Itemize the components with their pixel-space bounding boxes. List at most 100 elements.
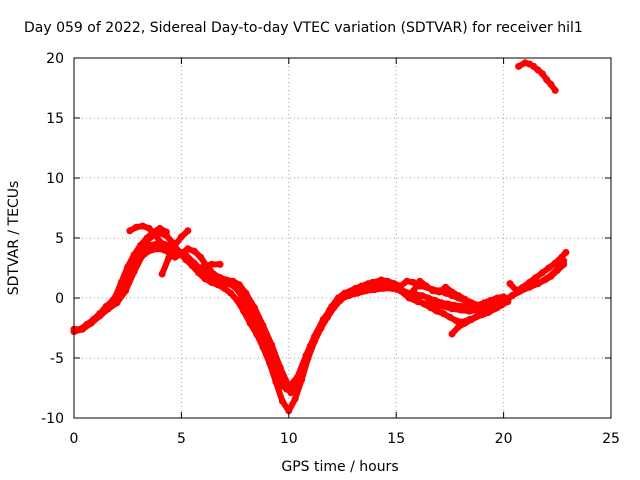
data-point (377, 276, 385, 284)
data-point (255, 317, 263, 325)
data-point (416, 277, 424, 285)
data-point (184, 245, 192, 253)
data-point (199, 263, 207, 271)
data-point (493, 294, 501, 302)
data-point (532, 274, 540, 282)
data-point (216, 274, 224, 282)
y-tick-label: 15 (46, 111, 64, 127)
data-point (442, 283, 450, 291)
data-point (210, 270, 218, 278)
data-point (158, 270, 166, 278)
data-point (515, 62, 523, 70)
data-point (448, 330, 456, 338)
data-point (139, 222, 147, 230)
data-point (319, 317, 327, 325)
data-point (448, 305, 456, 313)
data-point (306, 342, 314, 350)
data-point (268, 347, 276, 355)
data-point (390, 280, 398, 288)
data-point (455, 292, 462, 300)
data-point (246, 319, 254, 327)
x-axis-label: GPS time / hours (281, 459, 398, 475)
data-series (70, 59, 570, 415)
data-point (543, 76, 551, 84)
data-point (137, 241, 145, 249)
data-point (96, 312, 104, 320)
data-point (474, 306, 482, 314)
data-point (274, 365, 282, 373)
data-point (397, 282, 404, 290)
data-point (287, 389, 295, 397)
data-point (562, 248, 570, 256)
data-point (461, 295, 469, 303)
data-point (147, 241, 155, 249)
data-point (435, 288, 443, 296)
data-point (461, 319, 469, 327)
data-point (358, 282, 366, 290)
data-point (429, 287, 437, 295)
series-segment-e (105, 225, 170, 311)
data-point (448, 288, 456, 296)
data-point (500, 293, 508, 301)
data-point (240, 307, 248, 315)
data-point (182, 256, 190, 264)
data-point (414, 296, 422, 304)
data-point (242, 289, 250, 297)
data-point (433, 307, 441, 315)
data-point (508, 292, 516, 300)
data-point (313, 329, 321, 337)
data-point (177, 233, 185, 241)
data-point (401, 288, 409, 296)
data-point (233, 296, 241, 304)
data-point (111, 294, 119, 302)
chart-title: Day 059 of 2022, Sidereal Day-to-day VTE… (24, 20, 583, 36)
y-tick-label: -10 (41, 411, 64, 427)
data-point (143, 234, 151, 242)
data-point (422, 282, 430, 290)
data-point (465, 307, 473, 315)
data-point (467, 316, 475, 324)
data-point (455, 323, 462, 331)
data-point (281, 380, 288, 388)
data-point (480, 299, 488, 307)
data-point (190, 247, 198, 255)
data-point (547, 80, 555, 88)
data-point (154, 245, 162, 253)
data-point (261, 330, 269, 338)
data-point (248, 302, 256, 310)
data-point (195, 269, 203, 277)
data-point (87, 319, 95, 327)
data-point (285, 407, 293, 415)
data-point (446, 313, 454, 321)
data-point (104, 304, 112, 312)
data-point (184, 227, 192, 235)
data-point (440, 310, 447, 318)
data-point (551, 268, 559, 276)
data-point (513, 287, 520, 295)
data-point (452, 317, 460, 325)
data-point (427, 304, 435, 312)
data-point (351, 284, 359, 292)
data-point (551, 259, 559, 267)
data-point (371, 278, 379, 286)
data-point (525, 278, 533, 286)
data-point (197, 253, 205, 261)
data-point (519, 283, 527, 291)
data-point (266, 359, 273, 367)
data-point (551, 86, 559, 94)
data-point (534, 280, 542, 288)
data-point (480, 310, 488, 318)
data-point (208, 278, 215, 286)
data-point (259, 343, 267, 351)
x-tick-label: 0 (70, 431, 79, 447)
data-point (227, 289, 235, 297)
data-point (117, 278, 125, 286)
data-point (201, 275, 209, 283)
x-tick-label: 10 (280, 431, 298, 447)
data-point (545, 264, 553, 272)
x-tick-label: 15 (387, 431, 405, 447)
y-tick-labels: -10 -5 0 5 10 15 20 (41, 51, 64, 427)
data-point (420, 300, 428, 308)
data-point (384, 277, 392, 285)
data-point (403, 277, 411, 285)
